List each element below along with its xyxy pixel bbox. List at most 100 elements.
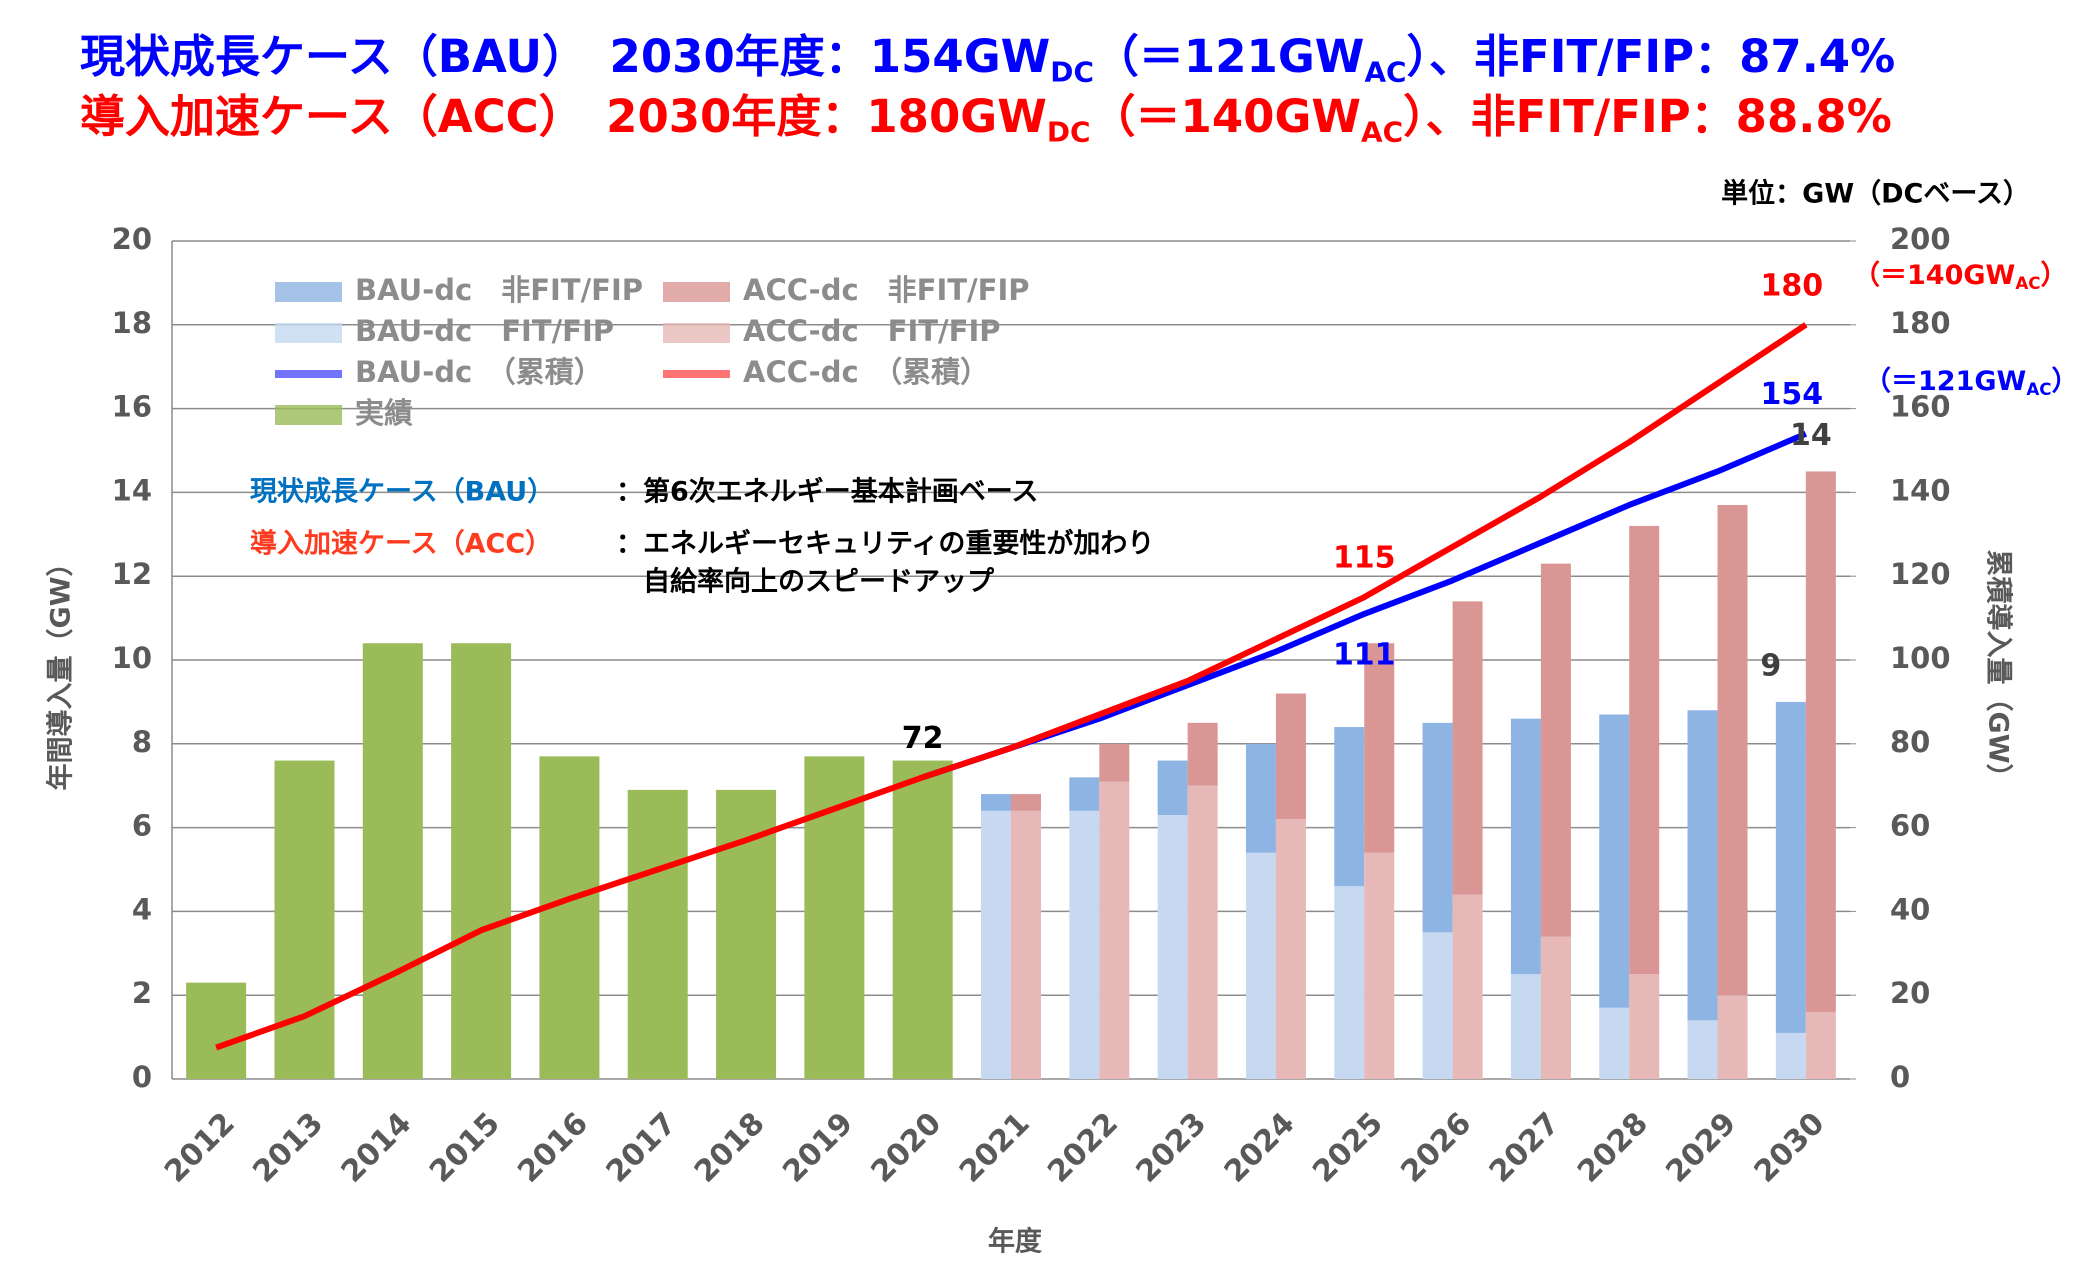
legend-label: BAU-dc （累積） xyxy=(355,355,603,389)
bar xyxy=(1099,781,1130,1079)
bar xyxy=(1629,974,1660,1079)
line xyxy=(215,322,1808,1051)
bar xyxy=(1011,794,1041,811)
x-tick-label: 2026 xyxy=(1394,1106,1478,1190)
y-tick-label: 14 xyxy=(112,473,152,507)
bar xyxy=(1099,743,1130,782)
x-tick-label: 2024 xyxy=(1218,1106,1302,1190)
bar xyxy=(1422,932,1453,1079)
bar xyxy=(892,760,953,1079)
chart-title-part: ）、非FIT/FIP：87.4% xyxy=(1407,30,1896,83)
y2-tick-label: 80 xyxy=(1890,725,1930,759)
legend-label: 実績 xyxy=(355,396,413,430)
y-tick-label: 2 xyxy=(132,976,152,1010)
x-tick-label: 2023 xyxy=(1130,1106,1214,1190)
note-text: ：エネルギーセキュリティの重要性が加わり xyxy=(616,528,1154,560)
bar xyxy=(1540,936,1571,1079)
bar xyxy=(804,756,865,1079)
ac-note-sub: AC xyxy=(2026,379,2051,399)
bar xyxy=(1805,1011,1836,1079)
data-label: 115 xyxy=(1333,541,1396,576)
bar xyxy=(1599,714,1630,1008)
y2-tick-label: 180 xyxy=(1890,306,1951,340)
x-tick-label: 2021 xyxy=(953,1106,1037,1190)
y-tick-label: 6 xyxy=(132,809,152,843)
data-label: 72 xyxy=(902,721,944,756)
bar xyxy=(451,643,512,1079)
y-tick-label: 8 xyxy=(132,725,152,759)
x-tick-label: 2015 xyxy=(423,1106,507,1190)
chart-title-sub: AC xyxy=(1361,116,1403,149)
bar xyxy=(981,810,1011,1079)
bar xyxy=(1687,710,1718,1021)
x-tick-label: 2020 xyxy=(865,1106,949,1190)
x-axis-label: 年度 xyxy=(988,1226,1042,1258)
x-tick-label: 2029 xyxy=(1659,1106,1743,1190)
bar-total-label: 9 xyxy=(1760,648,1781,683)
legend-swatch xyxy=(663,370,730,378)
chart-title-sub: DC xyxy=(1047,116,1091,149)
legend-label: ACC-dc 非FIT/FIP xyxy=(743,273,1030,307)
ac-note-part: （＝140GW xyxy=(1853,260,2015,291)
chart-title: 現状成長ケース（BAU） 2030年度：154GWDC（＝121GWAC）、非F… xyxy=(80,30,1895,89)
y2-tick-label: 20 xyxy=(1890,976,1930,1010)
ac-note-part: （＝121GW xyxy=(1864,366,2026,397)
y-tick-label: 0 xyxy=(132,1060,152,1094)
bar xyxy=(1629,525,1660,975)
y2-tick-label: 60 xyxy=(1890,809,1930,843)
bar xyxy=(1187,785,1218,1079)
data-label: 111 xyxy=(1333,637,1396,672)
note-text: ：第6次エネルギー基本計画ベース xyxy=(616,476,1038,508)
y-tick-label: 20 xyxy=(112,222,152,256)
data-label: 180 xyxy=(1761,268,1824,303)
y2-tick-label: 140 xyxy=(1890,473,1951,507)
bar xyxy=(1805,471,1836,1012)
bar xyxy=(1334,727,1365,887)
y-tick-label: 16 xyxy=(112,390,152,424)
chart-title-part: （＝140GW xyxy=(1091,90,1362,143)
bar xyxy=(1275,693,1306,820)
bar xyxy=(1540,563,1571,937)
y-axis-label: 年間導入量（GW） xyxy=(45,550,77,791)
x-tick-label: 2013 xyxy=(246,1106,330,1190)
bar xyxy=(539,756,600,1079)
bar xyxy=(1364,643,1395,853)
legend-label: ACC-dc FIT/FIP xyxy=(743,314,1001,348)
x-tick-label: 2030 xyxy=(1748,1106,1832,1190)
bar xyxy=(1275,819,1306,1079)
note-text: 自給率向上のスピードアップ xyxy=(643,566,995,598)
legend-swatch xyxy=(275,370,342,378)
x-tick-label: 2022 xyxy=(1041,1106,1125,1190)
legend-swatch xyxy=(275,282,342,302)
bar-total-label: 14 xyxy=(1790,418,1832,453)
x-tick-label: 2019 xyxy=(776,1106,860,1190)
chart-title-part: （＝121GW xyxy=(1094,30,1365,83)
bar xyxy=(1510,718,1541,975)
bar xyxy=(981,794,1011,811)
x-tick-label: 2014 xyxy=(335,1106,419,1190)
y-tick-label: 4 xyxy=(132,892,152,926)
bar xyxy=(362,643,423,1079)
data-label: 154 xyxy=(1761,377,1824,412)
legend-swatch xyxy=(275,323,342,343)
note-title: 導入加速ケース（ACC） xyxy=(250,528,552,560)
bar xyxy=(1364,852,1395,1079)
bar xyxy=(627,789,688,1079)
legend-swatch xyxy=(663,323,730,343)
chart-title-sub: DC xyxy=(1050,56,1094,89)
x-tick-label: 2028 xyxy=(1571,1106,1655,1190)
x-tick-label: 2025 xyxy=(1306,1106,1390,1190)
x-tick-label: 2018 xyxy=(688,1106,772,1190)
bar xyxy=(1452,601,1483,895)
y-tick-label: 18 xyxy=(112,306,152,340)
x-tick-label: 2027 xyxy=(1483,1106,1567,1190)
unit-label: 単位：GW（DCベース） xyxy=(1721,178,2030,210)
bar xyxy=(1717,995,1748,1079)
legend-label: ACC-dc （累積） xyxy=(743,355,989,389)
bar xyxy=(1069,777,1100,811)
bar xyxy=(1245,852,1276,1079)
bar xyxy=(1422,722,1453,933)
legend-label: BAU-dc 非FIT/FIP xyxy=(355,273,643,307)
y2-tick-label: 120 xyxy=(1890,557,1951,591)
